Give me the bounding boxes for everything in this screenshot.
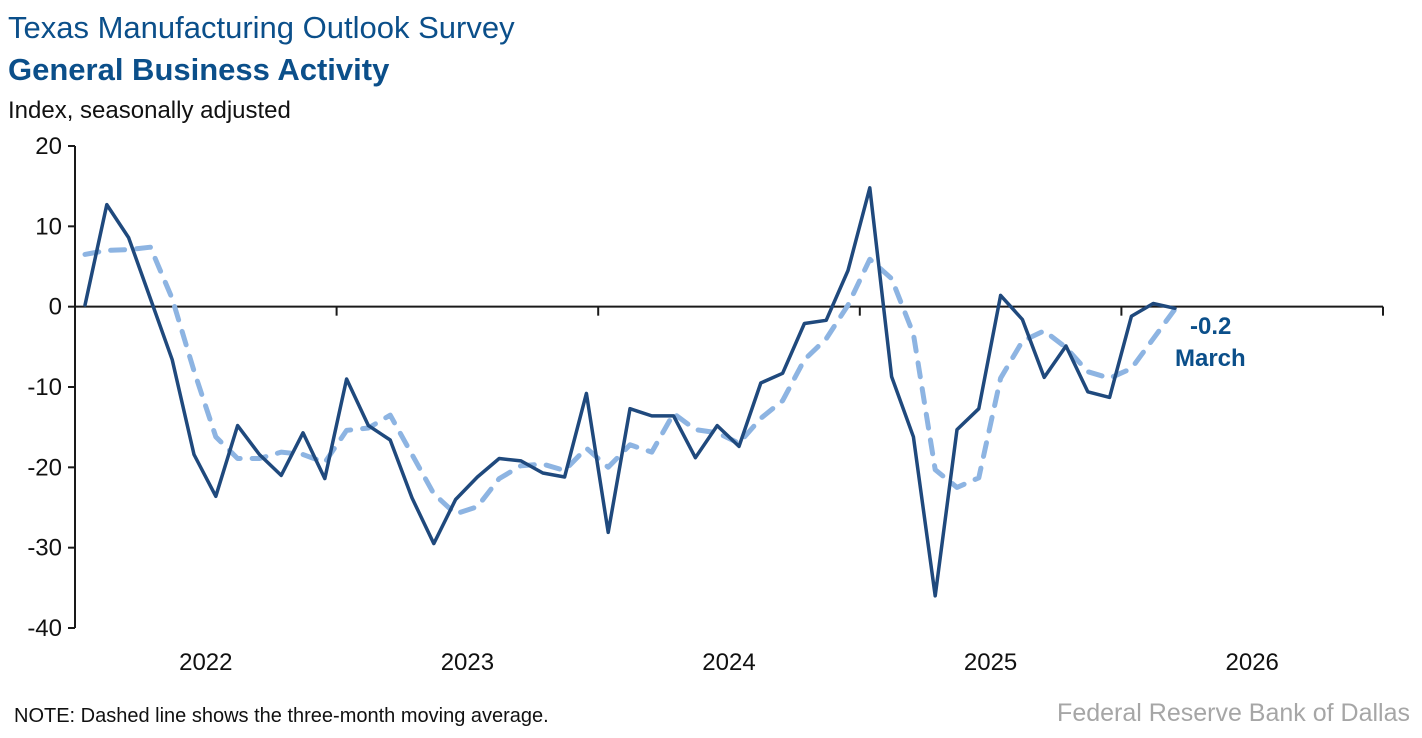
x-tick-label: 2026 xyxy=(1226,649,1279,676)
moving-average-line xyxy=(82,244,1178,517)
x-tick-label: 2025 xyxy=(964,649,1017,676)
y-axis-units: Index, seasonally adjusted xyxy=(8,97,291,124)
chart-title: Texas Manufacturing Outlook Survey xyxy=(8,10,515,45)
y-tick-label: -40 xyxy=(27,615,62,642)
y-tick-label: 20 xyxy=(35,133,62,160)
y-tick-label: -20 xyxy=(27,454,62,481)
source-credit: Federal Reserve Bank of Dallas xyxy=(1057,699,1410,727)
latest-month-label: March xyxy=(1175,345,1246,372)
index-line xyxy=(83,186,1177,598)
x-tick-label: 2022 xyxy=(179,649,232,676)
y-tick-label: 10 xyxy=(35,213,62,240)
series-lines xyxy=(82,186,1178,598)
y-tick-label: -10 xyxy=(27,374,62,401)
latest-value-label: -0.2 xyxy=(1190,313,1231,340)
y-tick-label: -30 xyxy=(27,535,62,562)
footnote: NOTE: Dashed line shows the three-month … xyxy=(14,705,549,727)
x-tick-label: 2024 xyxy=(702,649,755,676)
y-tick-label: 0 xyxy=(49,294,62,321)
axes: 20 10 0 -10 -20 -30 -40 2022 2023 2024 2025 2026 xyxy=(27,133,1384,676)
chart-subtitle: General Business Activity xyxy=(8,52,390,87)
x-tick-label: 2023 xyxy=(441,649,494,676)
